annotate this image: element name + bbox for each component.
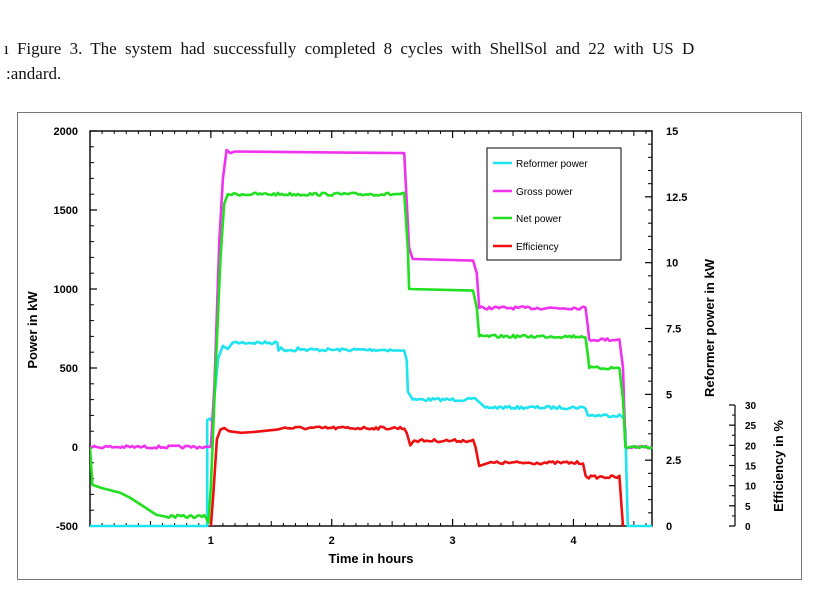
y-left-tick-label: 0 [72, 442, 78, 454]
y-eff-tick-label: 25 [745, 421, 757, 432]
y-right-tick-label: 5 [666, 389, 672, 401]
y-right-tick-label: 12.5 [666, 192, 687, 204]
y-eff-tick-label: 15 [745, 462, 757, 473]
x-axis-label: Time in hours [329, 551, 414, 566]
figure-frame [17, 112, 802, 580]
legend-label-net: Net power [516, 214, 562, 225]
series-line-net-power [90, 191, 653, 525]
y-axis-label-right: Reformer power in kW [702, 258, 717, 397]
legend: Reformer power Gross power Net power Eff… [486, 147, 622, 261]
y-left-tick-label: 500 [60, 363, 78, 375]
y-eff-tick-label: 10 [745, 482, 757, 493]
legend-label-efficiency: Efficiency [516, 242, 559, 253]
y-right-tick-label: 0 [666, 521, 672, 533]
y-left-tick-label: 2000 [54, 126, 78, 138]
y-eff-tick-label: 30 [745, 401, 757, 412]
x-tick-label: 2 [329, 535, 335, 547]
y-left-tick-label: -500 [56, 521, 78, 533]
y-axis-label-efficiency: Efficiency in % [771, 420, 786, 512]
x-tick-label: 3 [450, 535, 456, 547]
y-right-tick-label: 15 [666, 126, 678, 138]
x-tick-label: 4 [570, 535, 577, 547]
series-line-reformer-power [90, 340, 652, 528]
y-eff-tick-label: 0 [745, 522, 751, 533]
legend-box [486, 147, 622, 261]
series-line-gross-power [90, 148, 653, 450]
caption-line-2: :andard. [6, 64, 62, 83]
y-right-tick-label: 7.5 [666, 324, 681, 336]
legend-label-gross: Gross power [516, 187, 573, 198]
legend-label-reformer: Reformer power [516, 159, 588, 170]
y-left-tick-label: 1000 [54, 284, 78, 296]
y-axis-label-left: Power in kW [25, 291, 40, 369]
series-line-efficiency [209, 425, 625, 527]
y-right-tick-label: 10 [666, 258, 678, 270]
y-eff-tick-label: 5 [745, 502, 751, 513]
y-left-tick-label: 1500 [54, 205, 78, 217]
caption-line-1: ı Figure 3. The system had successfully … [4, 39, 695, 58]
y-right-tick-label: 2.5 [666, 455, 681, 467]
y-eff-tick-label: 20 [745, 441, 757, 452]
x-tick-label: 1 [208, 535, 214, 547]
